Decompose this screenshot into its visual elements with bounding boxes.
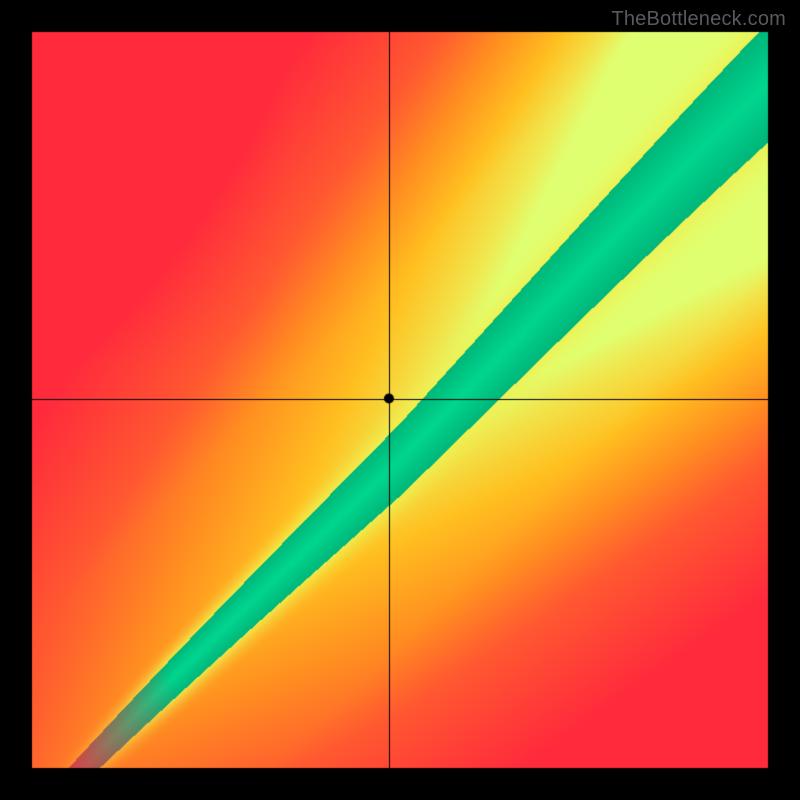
chart-container: TheBottleneck.com: [0, 0, 800, 800]
heatmap-canvas: [0, 0, 800, 800]
watermark-text: TheBottleneck.com: [611, 8, 786, 31]
